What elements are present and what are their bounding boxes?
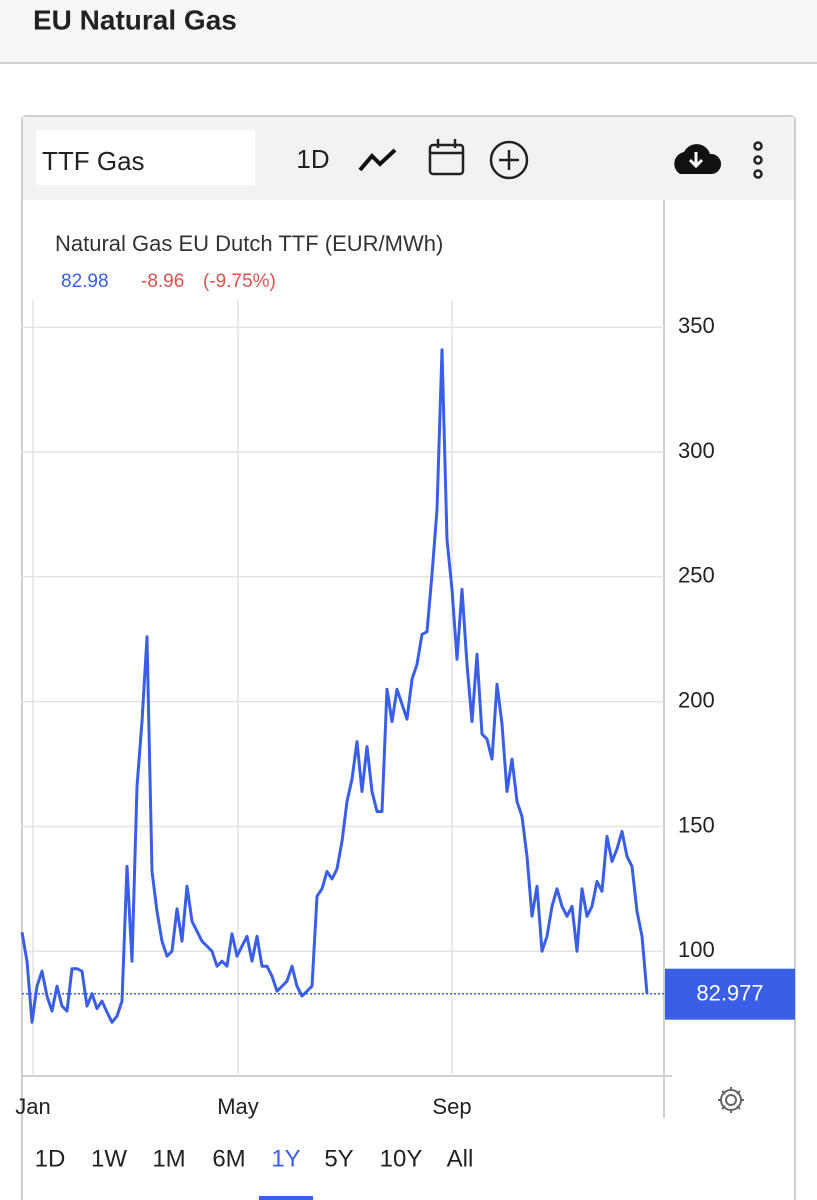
symbol-text: TTF Gas bbox=[42, 146, 145, 176]
last-price-badge bbox=[665, 968, 795, 1020]
more-icon[interactable] bbox=[753, 141, 763, 179]
y-tick-label: 300 bbox=[678, 438, 715, 463]
price-line bbox=[20, 348, 649, 1024]
symbol-input[interactable] bbox=[36, 130, 255, 185]
range-button[interactable]: 10Y bbox=[380, 1145, 423, 1172]
x-tick-label: Sep bbox=[432, 1094, 471, 1119]
y-tick-label: 100 bbox=[678, 937, 715, 962]
range-button[interactable]: 5Y bbox=[324, 1145, 353, 1172]
range-button[interactable]: 6M bbox=[212, 1145, 245, 1172]
header-bar bbox=[0, 0, 817, 63]
y-tick-label: 150 bbox=[678, 812, 715, 837]
y-tick-label: 250 bbox=[678, 563, 715, 588]
chart-card bbox=[21, 115, 796, 1200]
interval-button[interactable]: 1D bbox=[296, 144, 329, 174]
x-tick-label: May bbox=[217, 1094, 259, 1119]
page-title: EU Natural Gas bbox=[33, 4, 237, 35]
range-button[interactable]: 1D bbox=[35, 1145, 66, 1172]
quote-last: 82.98 bbox=[61, 271, 109, 292]
range-button[interactable]: All bbox=[447, 1145, 474, 1172]
last-price-label: 82.977 bbox=[696, 981, 763, 1006]
range-selected-underline bbox=[259, 1196, 313, 1200]
range-button[interactable]: 1W bbox=[91, 1145, 127, 1172]
y-tick-label: 350 bbox=[678, 313, 715, 338]
chart-type-icon[interactable] bbox=[358, 148, 397, 172]
chart-title: Natural Gas EU Dutch TTF (EUR/MWh) bbox=[55, 231, 443, 256]
range-button[interactable]: 1M bbox=[152, 1145, 185, 1172]
add-icon[interactable] bbox=[489, 140, 529, 180]
quote-change-percent: (-9.75%) bbox=[203, 271, 276, 292]
x-tick-label: Jan bbox=[15, 1094, 50, 1119]
range-button[interactable]: 1Y bbox=[271, 1145, 300, 1172]
calendar-icon[interactable] bbox=[428, 139, 465, 176]
y-tick-label: 200 bbox=[678, 687, 715, 712]
settings-icon[interactable] bbox=[718, 1087, 744, 1113]
download-icon[interactable] bbox=[674, 144, 722, 174]
quote-change: -8.96 bbox=[141, 271, 184, 292]
